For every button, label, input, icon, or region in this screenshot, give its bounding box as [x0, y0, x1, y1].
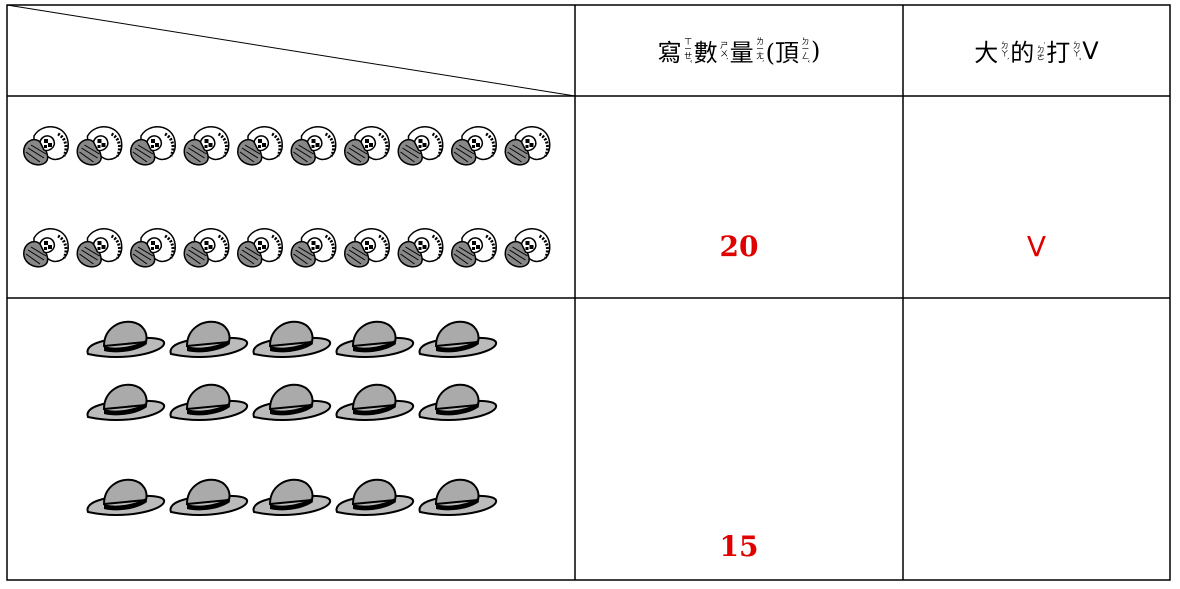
cap-icon [237, 126, 283, 166]
count-answer: 15 [719, 530, 759, 563]
hat-icon [252, 478, 332, 516]
header-char: ) [811, 36, 821, 65]
cap-icon [397, 228, 444, 268]
cap-icon [130, 228, 176, 268]
header-char: V [1082, 36, 1099, 65]
icons [23, 126, 551, 516]
cap-icon [344, 228, 390, 268]
cap-icon [76, 228, 123, 268]
header-char: 量 [729, 39, 754, 67]
zhuyin: ㄌㄧㄤˋ [755, 37, 765, 64]
cap-icon [504, 126, 551, 166]
header-char: 數 [693, 39, 718, 67]
table-border [6, 4, 1171, 581]
hat-icon [252, 320, 332, 358]
zhuyin: ˙ㄉㄜ [1036, 40, 1046, 61]
hat-icon [418, 383, 498, 421]
table-grid [6, 4, 1171, 581]
cap-icon [183, 228, 230, 268]
cap-icon [504, 228, 551, 268]
header-char: 寫 [657, 39, 682, 67]
zhuyin: ㄕㄨˋ [719, 40, 729, 61]
cap-icon [130, 126, 176, 166]
header-segment: 寫ㄒㄧㄝˇ [658, 33, 694, 68]
hat-icon [418, 478, 498, 516]
hat-icon [335, 320, 415, 358]
cap-icon [183, 126, 230, 166]
hat-icon [418, 320, 498, 358]
header-segment: 打ㄉㄚˇ [1046, 33, 1082, 68]
hat-icon [335, 478, 415, 516]
cap-icon [344, 126, 390, 166]
zhuyin: ㄉㄚˇ [1072, 40, 1082, 61]
cap-icon [290, 228, 337, 268]
header-segment: ) [811, 37, 820, 65]
cap-icon [397, 126, 444, 166]
hat-icon [86, 320, 166, 358]
cap-icon [290, 126, 337, 166]
hat-icon [335, 383, 415, 421]
hat-icon [86, 478, 166, 516]
cap-icon [237, 228, 283, 268]
count-answer: 20 [719, 230, 759, 263]
zhuyin: ㄉㄧㄥˇ [801, 37, 810, 64]
header-char: (頂 [765, 39, 799, 67]
diagonal-line [6, 4, 576, 97]
hat-icon [169, 478, 249, 516]
header-segment: 大ㄉㄚˋ [974, 33, 1010, 68]
header-segment: 的 ˙ㄉㄜ [1010, 33, 1046, 68]
header-char: 大 [974, 39, 999, 67]
check-mark: V [1026, 230, 1047, 263]
cap-icon [451, 126, 497, 166]
cap-icon [451, 228, 497, 268]
header-char: 的 [1010, 39, 1035, 67]
hat-icon [252, 383, 332, 421]
count-header: 寫ㄒㄧㄝˇ 數ㄕㄨˋ 量ㄌㄧㄤˋ (頂 ㄉㄧㄥˇ) [575, 5, 903, 96]
header-char: 打 [1046, 39, 1071, 67]
cap-icon [23, 228, 69, 268]
header-segment: 量ㄌㄧㄤˋ [730, 33, 766, 68]
mark-header: 大ㄉㄚˋ 的 ˙ㄉㄜ打ㄉㄚˇ V [903, 5, 1170, 96]
header-segment: V [1082, 37, 1098, 65]
hat-icon [169, 383, 249, 421]
cap-icon [23, 126, 69, 166]
hat-icon [169, 320, 249, 358]
zhuyin: ㄉㄚˋ [1000, 40, 1010, 61]
header-segment: (頂 ㄉㄧㄥˇ [766, 33, 811, 68]
hat-icon [86, 383, 166, 421]
header-segment: 數ㄕㄨˋ [694, 33, 730, 68]
zhuyin: ㄒㄧㄝˇ [683, 37, 693, 64]
cap-icon [76, 126, 123, 166]
